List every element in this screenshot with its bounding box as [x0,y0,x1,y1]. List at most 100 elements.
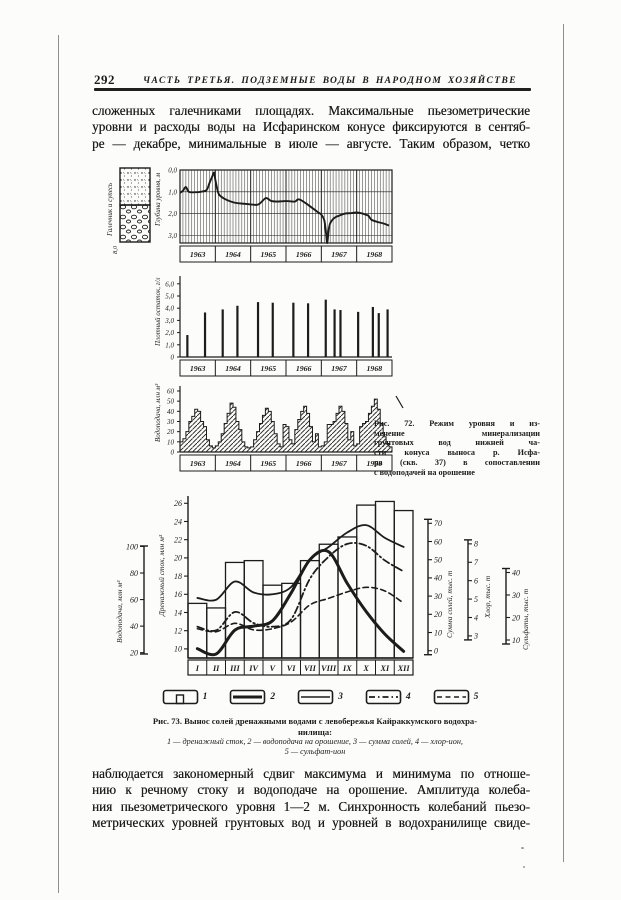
svg-text:Водоподача, млн м³: Водоподача, млн м³ [154,383,162,442]
svg-text:1965: 1965 [261,364,277,373]
svg-text:100: 100 [126,542,138,551]
svg-text:2,0: 2,0 [168,210,177,218]
svg-text:Дренажный сток, млн м³: Дренажный сток, млн м³ [157,534,166,617]
svg-text:3,0: 3,0 [164,317,174,325]
svg-text:VI: VI [287,664,296,673]
fig72-caption: Рис. 72. Режим уровня и из- менение мине… [374,419,540,477]
svg-text:Сульфаты, тыс. т: Сульфаты, тыс. т [521,588,530,650]
svg-text:14: 14 [174,608,182,617]
caption-line: ра (скв. 37) в сопоставлении [374,457,540,467]
svg-text:IV: IV [248,664,259,673]
svg-text:1968: 1968 [367,364,383,373]
svg-text:18: 18 [174,572,182,581]
legend-number: 3 [338,692,343,702]
caption-line: нилища: [297,726,333,737]
svg-text:10: 10 [512,636,520,645]
paragraph-line: ре — декабре, минимальные в июле — авгус… [92,135,530,151]
legend-number: 5 [473,692,479,702]
fig73-chart-svg: 10 12 14 16 18 20 22 24 26 Дренажный сток, млн м³… [115,496,530,676]
svg-text:II: II [212,664,220,673]
legend-symbol-icon [162,689,198,705]
svg-text:Водоподача, млн м³: Водоподача, млн м³ [115,580,124,643]
scan-edge-left [58,35,59,893]
svg-text:30: 30 [166,418,175,426]
svg-text:7: 7 [474,558,479,567]
svg-text:1964: 1964 [225,459,241,468]
svg-text:3: 3 [473,632,478,641]
svg-text:Плотный остаток, г/л: Плотный остаток, г/л [154,277,162,347]
svg-text:0: 0 [171,354,175,362]
svg-text:20: 20 [167,428,175,436]
caption-key-line: 5 — сульфат-ион [284,746,346,756]
svg-text:1963: 1963 [190,459,206,468]
svg-text:2,0: 2,0 [165,329,174,337]
legend-item: 2 [229,688,275,706]
legend-number: 2 [270,692,276,702]
scan-speck [521,847,524,849]
svg-text:Глубина уровня, м: Глубина уровня, м [154,172,162,227]
svg-text:III: III [229,664,240,673]
caption-line: Рис. 73. Вынос солей дренажными водами с… [152,716,478,726]
caption-line: с водоподачей на орошение [374,467,475,477]
svg-text:XI: XI [380,664,390,673]
svg-text:1968: 1968 [367,459,383,468]
svg-text:0: 0 [434,647,438,656]
svg-text:1963: 1963 [190,250,206,259]
svg-text:70: 70 [434,519,442,528]
svg-text:1964: 1964 [225,250,241,259]
svg-text:6,0: 6,0 [165,280,174,288]
caption-line: сти конуса выноса р. Исфа- [374,448,540,458]
svg-text:1965: 1965 [261,250,277,259]
svg-text:1964: 1964 [225,364,241,373]
svg-text:10: 10 [434,628,442,637]
svg-text:1965: 1965 [261,459,277,468]
svg-text:40: 40 [130,622,138,631]
svg-text:60: 60 [167,387,175,395]
svg-text:5,0: 5,0 [165,293,174,301]
svg-text:16: 16 [174,590,182,599]
svg-text:4,0: 4,0 [165,305,174,313]
svg-text:IX: IX [342,664,352,673]
header-rule [94,88,531,91]
svg-text:40: 40 [167,408,175,416]
svg-text:XII: XII [397,664,411,673]
svg-text:0: 0 [171,449,175,457]
scan-speck [523,866,525,868]
legend-item: 1 [162,688,207,706]
legend-symbol-icon [365,689,402,705]
svg-text:1967: 1967 [331,250,348,259]
svg-text:40: 40 [512,568,520,577]
running-head: ЧАСТЬ ТРЕТЬЯ. ПОДЗЕМНЫЕ ВОДЫ В НАРОДНОМ … [143,76,517,86]
svg-text:10: 10 [174,645,182,654]
legend-symbol-icon [230,689,266,705]
paragraph-line: метрических уровней грунтовых вод и уров… [92,815,530,831]
svg-text:8,0: 8,0 [112,245,119,254]
svg-text:1967: 1967 [331,459,348,468]
fig72-chart-svg: Галечник и супесь 8,0 0,0 1,0 2,0 3,0 Глубина … [106,167,404,472]
legend-item: 4 [365,688,411,706]
svg-text:20: 20 [130,648,138,657]
svg-text:6: 6 [474,576,478,585]
paragraph-line: сложенных галечниками площадях. Максимал… [92,103,530,118]
top-paragraph: сложенных галечниками площадях. Максимал… [92,103,530,152]
svg-text:30: 30 [511,591,520,600]
svg-text:1966: 1966 [296,459,312,468]
svg-text:VII: VII [304,664,317,673]
caption-line: Рис. 72. Режим уровня и из- [374,419,540,428]
scan-edge-right [563,24,564,862]
svg-text:X: X [362,664,369,673]
svg-text:0,0: 0,0 [168,167,177,175]
svg-text:1966: 1966 [296,364,312,373]
svg-text:1966: 1966 [296,250,312,259]
svg-text:1967: 1967 [331,364,348,373]
paragraph-line: нию к речному стоку и водоподаче на орош… [92,782,530,798]
svg-text:V: V [270,664,277,673]
bottom-paragraph: наблюдается закономерный сдвиг максимума… [92,766,530,832]
legend-item: 5 [433,688,479,706]
legend-item: 3 [297,688,343,706]
svg-text:20: 20 [174,554,182,563]
svg-text:1,0: 1,0 [165,341,174,349]
page-number: 292 [94,72,115,87]
svg-text:60: 60 [130,595,138,604]
